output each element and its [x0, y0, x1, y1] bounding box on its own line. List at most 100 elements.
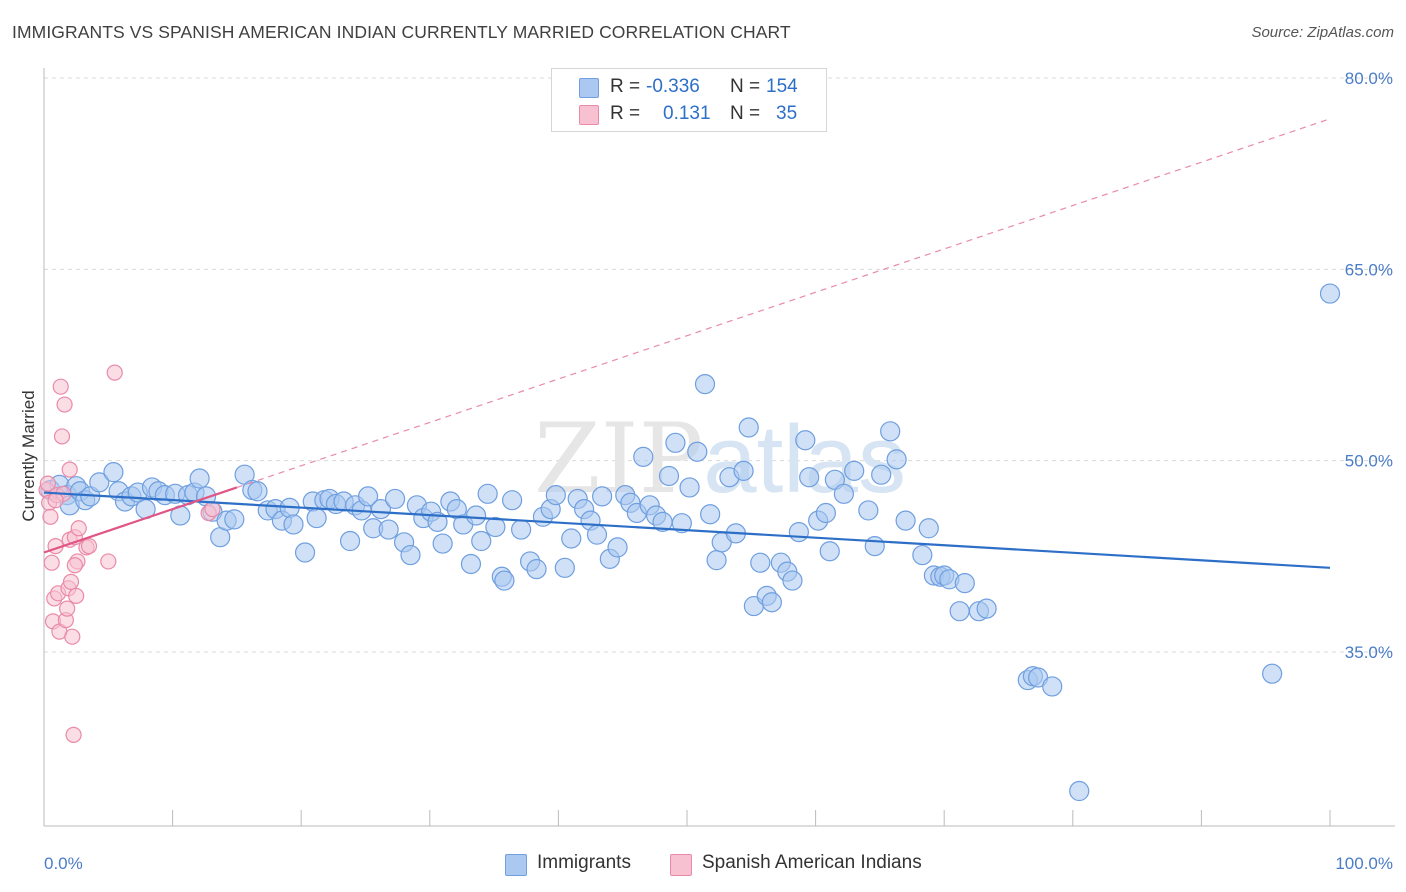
immigrants-point — [283, 514, 304, 535]
immigrants-point — [545, 485, 566, 506]
immigrants-point — [526, 558, 547, 580]
immigrants-point — [633, 446, 654, 467]
immigrants-point — [432, 533, 453, 554]
immigrants-point — [844, 460, 865, 481]
watermark-atlas: atlas — [703, 406, 906, 513]
legend-n-value: 154 — [766, 76, 798, 97]
immigrants-point — [954, 573, 975, 594]
immigrants-point — [607, 537, 628, 558]
immigrants-point — [471, 530, 492, 552]
immigrants-point — [687, 441, 708, 462]
spanish-american-indians-point — [204, 501, 221, 518]
immigrants-point — [485, 516, 506, 538]
immigrants-point — [384, 488, 406, 510]
immigrants-point — [671, 513, 692, 534]
spanish-american-indians-point — [68, 587, 85, 604]
immigrants-point — [833, 483, 854, 504]
series-label-spanish-american-indians: Spanish American Indians — [702, 852, 922, 873]
tick-labels: 35.0% 50.0% 65.0% 80.0% 0.0% 100.0% — [44, 69, 1393, 873]
immigrants-point — [89, 472, 110, 493]
immigrants-point — [733, 460, 754, 481]
spanish-american-indians-point — [43, 554, 60, 571]
y-axis-label: Currently Married — [19, 390, 38, 521]
immigrants-point — [880, 421, 901, 442]
immigrants-point — [694, 374, 716, 395]
immigrants-point — [788, 521, 809, 543]
immigrants-point — [795, 430, 816, 451]
immigrants-point — [103, 462, 124, 483]
spanish-american-indians-point — [106, 364, 123, 381]
immigrants-point — [949, 601, 970, 622]
immigrants-point — [357, 486, 379, 507]
chart-title: IMMIGRANTS VS SPANISH AMERICAN INDIAN CU… — [12, 22, 791, 42]
immigrants-point — [224, 509, 245, 530]
immigrants-point — [679, 477, 700, 498]
immigrants-point — [665, 432, 686, 453]
immigrants-point — [886, 449, 907, 470]
chart-source: Source: ZipAtlas.com — [1251, 24, 1394, 41]
x-tick-label: 100.0% — [1335, 854, 1393, 873]
immigrants-point — [864, 536, 885, 557]
spanish-american-indians-point — [66, 557, 83, 574]
immigrants-point — [1319, 283, 1341, 304]
immigrants-point — [658, 465, 680, 487]
legend-n-value: 35 — [776, 103, 798, 124]
trend-line-spanish-american-indians — [43, 486, 238, 554]
legend-r-value: 0.131 — [663, 103, 711, 124]
immigrants-point — [738, 417, 759, 438]
spanish-american-indians-point — [64, 628, 81, 645]
immigrants-point — [247, 481, 268, 502]
immigrants-point — [400, 544, 421, 566]
axes — [43, 68, 1395, 827]
trend-extension-spanish-american-indians — [236, 118, 1331, 489]
spanish-american-indians-point — [52, 378, 69, 395]
spanish-american-indians-point — [65, 726, 82, 744]
immigrants-point — [1042, 676, 1063, 697]
y-tick-label: 80.0% — [1345, 69, 1393, 88]
legend-n-label: N = — [730, 103, 761, 124]
series-swatch-immigrants — [505, 854, 527, 876]
x-tick-label: 0.0% — [44, 854, 83, 873]
y-tick-label: 65.0% — [1345, 260, 1393, 279]
series-swatch-spanish-american-indians — [670, 854, 692, 876]
legend-row-spanish-american-indians: R = 0.131 N = 35 — [552, 101, 826, 127]
trend-line-immigrants — [43, 491, 1331, 569]
y-tick-label: 35.0% — [1345, 643, 1393, 662]
immigrants-point — [1069, 780, 1090, 802]
legend-r-value: -0.336 — [646, 76, 700, 97]
immigrants-point — [465, 505, 487, 526]
immigrants-point — [858, 500, 879, 521]
immigrants-point — [306, 507, 327, 529]
immigrants-point — [554, 557, 575, 578]
immigrants-point — [294, 542, 316, 563]
spanish-american-indians-point — [59, 600, 76, 617]
immigrants-point — [339, 530, 361, 552]
immigrants-point — [815, 502, 836, 524]
y-tick-label: 50.0% — [1345, 452, 1393, 471]
spanish-american-indians-point — [42, 508, 59, 525]
immigrants-point — [586, 524, 608, 545]
legend-r-label: R = — [610, 76, 641, 97]
immigrants-point — [706, 550, 727, 571]
spanish-american-indians-point — [56, 396, 73, 413]
immigrants-point — [1262, 663, 1283, 684]
immigrants-point — [819, 541, 840, 562]
stats-legend: R = -0.336 N = 154 R = 0.131 N = 35 — [551, 68, 827, 132]
immigrants-point — [378, 519, 399, 540]
legend-n-label: N = — [730, 76, 761, 97]
immigrants-point — [511, 519, 532, 540]
immigrants-point — [976, 598, 997, 619]
immigrants-point — [592, 486, 613, 507]
immigrants-point — [871, 464, 892, 485]
immigrants-point — [799, 467, 820, 488]
immigrants-point — [761, 592, 782, 613]
spanish-american-indians-point — [47, 492, 64, 509]
immigrants-point — [502, 490, 523, 511]
legend-swatch-spanish-american-indians — [579, 105, 599, 125]
legend-swatch-immigrants — [579, 78, 599, 98]
immigrants-point — [750, 552, 771, 573]
spanish-american-indians-point — [62, 573, 80, 590]
spanish-american-indians-point — [53, 428, 71, 445]
spanish-american-indians-point — [61, 461, 78, 478]
spanish-american-indians-point — [100, 553, 117, 570]
